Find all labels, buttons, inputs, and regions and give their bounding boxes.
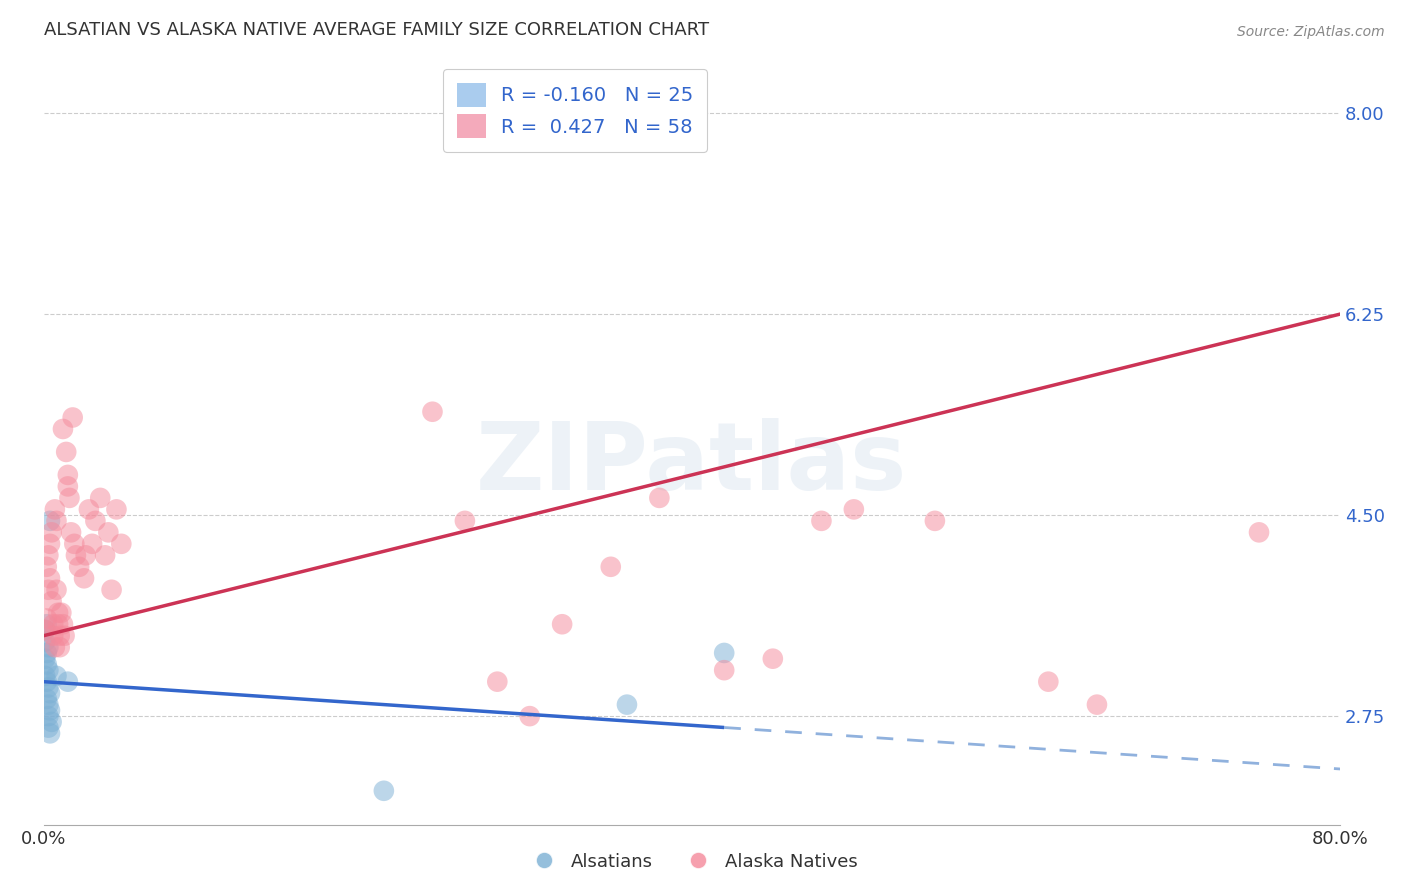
Point	[454, 514, 477, 528]
Point	[44, 502, 66, 516]
Point	[73, 571, 96, 585]
Point	[51, 606, 73, 620]
Point	[97, 525, 120, 540]
Point	[39, 726, 62, 740]
Point	[35, 611, 58, 625]
Point	[37, 681, 59, 695]
Point	[37, 698, 59, 712]
Point	[37, 663, 59, 677]
Point	[1085, 698, 1108, 712]
Point	[37, 709, 59, 723]
Point	[34, 651, 56, 665]
Point	[100, 582, 122, 597]
Point	[35, 559, 58, 574]
Text: ALSATIAN VS ALASKA NATIVE AVERAGE FAMILY SIZE CORRELATION CHART: ALSATIAN VS ALASKA NATIVE AVERAGE FAMILY…	[44, 21, 709, 39]
Point	[1038, 674, 1060, 689]
Point	[52, 617, 75, 632]
Text: Source: ZipAtlas.com: Source: ZipAtlas.com	[1237, 25, 1385, 39]
Point	[924, 514, 946, 528]
Point	[89, 491, 111, 505]
Point	[82, 537, 104, 551]
Point	[41, 594, 63, 608]
Point	[39, 537, 62, 551]
Point	[37, 549, 59, 563]
Point	[56, 479, 79, 493]
Point	[34, 623, 56, 637]
Point	[105, 502, 128, 516]
Point	[42, 629, 65, 643]
Point	[77, 502, 100, 516]
Point	[373, 784, 395, 798]
Point	[35, 657, 58, 672]
Point	[41, 525, 63, 540]
Point	[48, 640, 70, 655]
Point	[46, 606, 69, 620]
Point	[56, 674, 79, 689]
Point	[84, 514, 107, 528]
Point	[616, 698, 638, 712]
Point	[42, 617, 65, 632]
Point	[34, 669, 56, 683]
Point	[37, 582, 59, 597]
Point	[46, 617, 69, 632]
Point	[56, 467, 79, 482]
Point	[41, 714, 63, 729]
Point	[35, 617, 58, 632]
Point	[65, 549, 87, 563]
Point	[39, 686, 62, 700]
Point	[37, 640, 59, 655]
Point	[55, 445, 77, 459]
Point	[62, 410, 84, 425]
Point	[762, 651, 785, 665]
Point	[810, 514, 832, 528]
Point	[45, 669, 67, 683]
Point	[44, 640, 66, 655]
Point	[551, 617, 574, 632]
Point	[599, 559, 621, 574]
Point	[39, 571, 62, 585]
Point	[1247, 525, 1270, 540]
Point	[45, 582, 67, 597]
Point	[34, 634, 56, 648]
Point	[110, 537, 132, 551]
Point	[35, 646, 58, 660]
Point	[35, 692, 58, 706]
Point	[648, 491, 671, 505]
Point	[34, 623, 56, 637]
Legend: Alsatians, Alaska Natives: Alsatians, Alaska Natives	[519, 846, 865, 878]
Point	[48, 629, 70, 643]
Point	[94, 549, 117, 563]
Point	[486, 674, 509, 689]
Point	[58, 491, 80, 505]
Point	[713, 663, 735, 677]
Text: ZIPatlas: ZIPatlas	[477, 417, 907, 509]
Point	[45, 514, 67, 528]
Point	[842, 502, 865, 516]
Point	[52, 422, 75, 436]
Point	[35, 674, 58, 689]
Point	[39, 703, 62, 717]
Point	[39, 514, 62, 528]
Point	[713, 646, 735, 660]
Point	[75, 549, 97, 563]
Point	[37, 721, 59, 735]
Point	[53, 629, 76, 643]
Point	[422, 405, 444, 419]
Point	[67, 559, 90, 574]
Point	[60, 525, 83, 540]
Point	[519, 709, 541, 723]
Point	[63, 537, 86, 551]
